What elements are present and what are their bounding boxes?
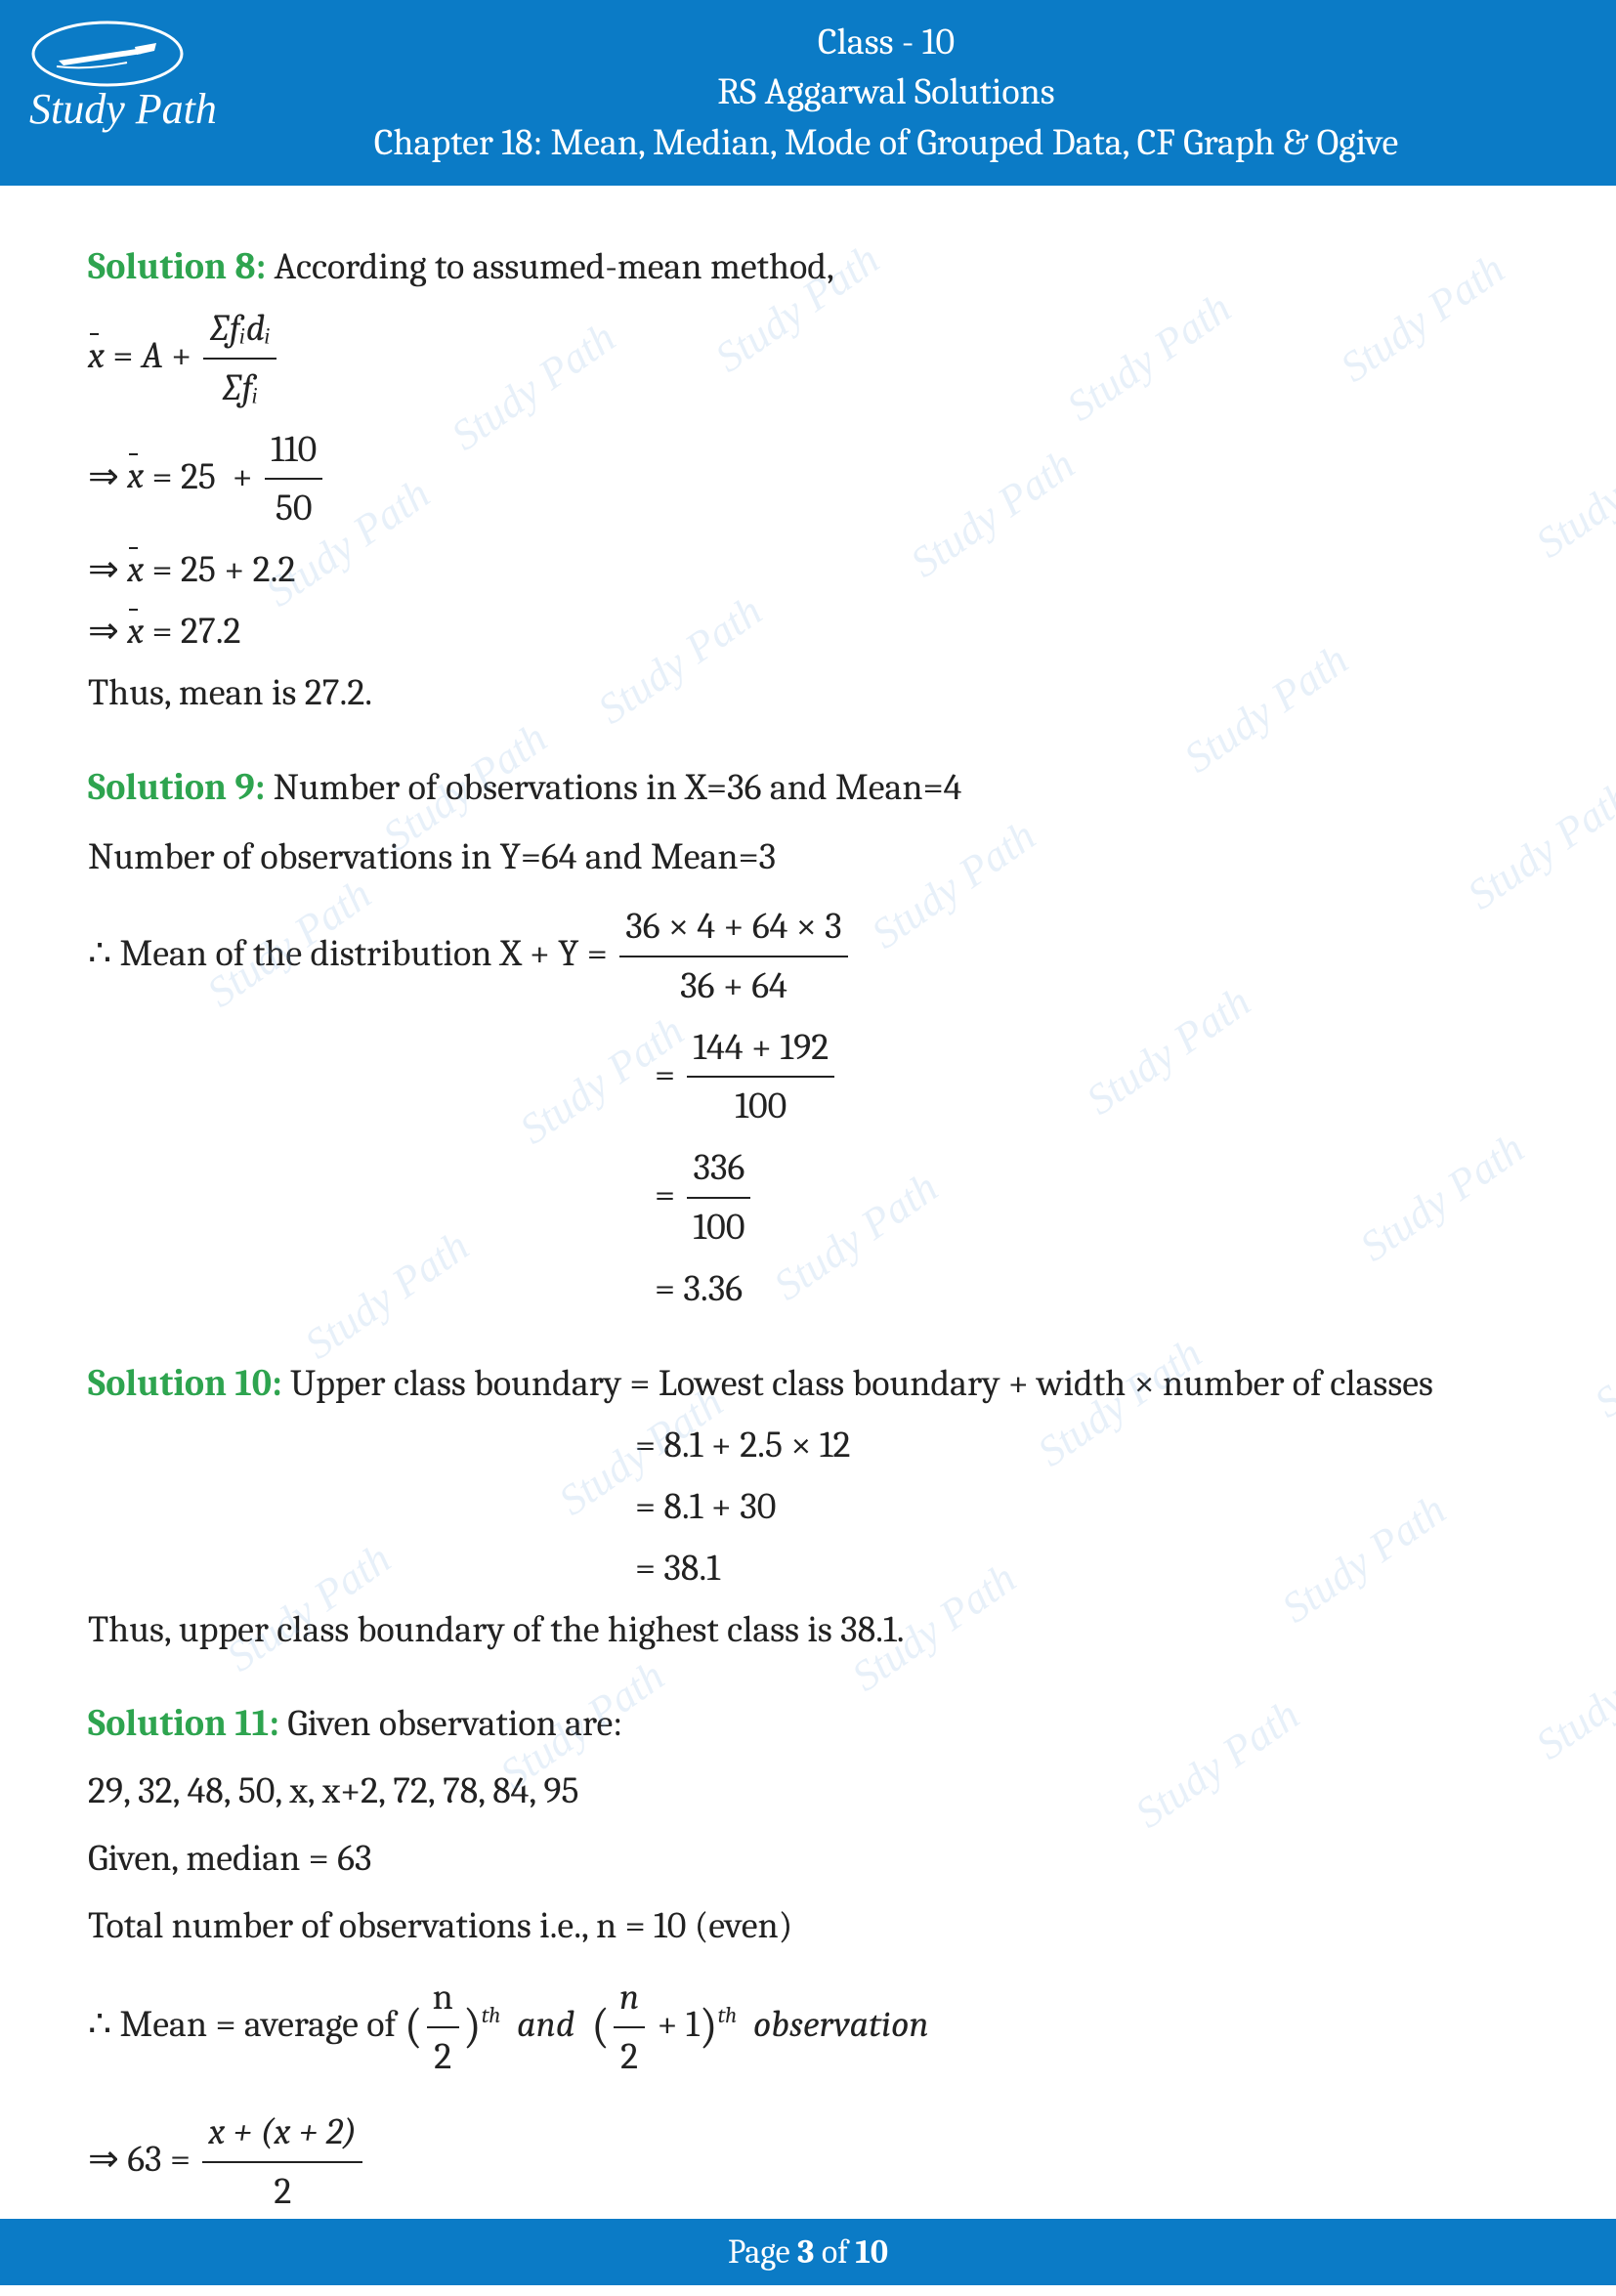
footer-total: 10 (855, 2232, 888, 2272)
frac-den: 100 (687, 1078, 834, 1135)
frac-num: x + (x + 2) (202, 2104, 362, 2163)
equation-line: = 144 + 192100 (88, 1019, 1528, 1136)
content-area: Solution 8: According to assumed-mean me… (0, 186, 1616, 2296)
footer-page-num: 3 (797, 2232, 814, 2272)
header-line1: Class - 10 (195, 18, 1577, 67)
frac-num: ∑fᵢdᵢ (203, 300, 276, 360)
logo: Study Path (29, 20, 217, 138)
equation-line: = 38.1 (88, 1540, 1528, 1597)
conclusion: Thus, upper class boundary of the highes… (88, 1601, 1528, 1659)
frac-den: 50 (265, 480, 322, 537)
mean-formula: ∴ Mean = average of (n2)th and (n2 + 1)t… (88, 1969, 1528, 2086)
frac-num: 110 (265, 421, 322, 481)
val: 25 (181, 454, 216, 497)
frac-den: ∑fᵢ (203, 360, 276, 417)
text-line: Given observation are: (279, 1702, 622, 1745)
text-line: Upper class boundary = Lowest class boun… (282, 1362, 1433, 1405)
plus-one: + 1 (658, 2003, 700, 2046)
text-line: Number of observations in X=36 and Mean=… (265, 766, 961, 809)
solution-intro: According to assumed-mean method, (266, 245, 834, 288)
frac-num: 336 (687, 1139, 750, 1199)
page-header: Study Path Class - 10 RS Aggarwal Soluti… (0, 0, 1616, 186)
solution-10: Solution 10: Upper class boundary = Lowe… (88, 1355, 1528, 1658)
frac-den: 2 (427, 2028, 459, 2086)
page-footer: Page 3 of 10 (0, 2219, 1616, 2285)
var-a: A (142, 334, 163, 377)
lhs: ∴ Mean = average of (88, 2003, 404, 2046)
solution-label: Solution 10: (88, 1362, 282, 1405)
conclusion: Thus, mean is 27.2. (88, 664, 1528, 722)
step-line: ⇒ x = 25 + 2.2 (88, 541, 1528, 599)
frac-den: 36 + 64 (619, 957, 847, 1015)
footer-pre: Page (728, 2232, 797, 2272)
solution-label: Solution 8: (88, 245, 266, 288)
solution-11: Solution 11: Given observation are: 29, … (88, 1695, 1528, 2295)
equation-line: ∴ Mean of the distribution X + Y = 36 × … (88, 898, 1528, 1015)
superscript: th (482, 2002, 501, 2028)
total-line: Total number of observations i.e., n = 1… (88, 1897, 1528, 1955)
solution-9: Solution 9: Number of observations in X=… (88, 759, 1528, 1318)
frac-den: 2 (202, 2163, 362, 2221)
solution-label: Solution 9: (88, 766, 265, 809)
step-line: ⇒ x = 27.2 (88, 603, 1528, 660)
observation-word: observation (753, 2003, 929, 2046)
formula-line: x = A + ∑fᵢdᵢ∑fᵢ (88, 300, 1528, 417)
frac-den: 2 (614, 2028, 645, 2086)
frac-den: 100 (687, 1199, 750, 1256)
solution-8: Solution 8: According to assumed-mean me… (88, 238, 1528, 722)
equation-line: = 8.1 + 2.5 × 12 (88, 1417, 1528, 1474)
and-word: and (517, 2003, 574, 2046)
logo-icon (29, 20, 186, 88)
footer-mid: of (814, 2232, 855, 2272)
solution-label: Solution 11: (88, 1702, 279, 1745)
frac-num: n (427, 1969, 459, 2028)
header-line3: Chapter 18: Mean, Median, Mode of Groupe… (195, 118, 1577, 168)
header-line2: RS Aggarwal Solutions (195, 67, 1577, 117)
text-line: Number of observations in Y=64 and Mean=… (88, 829, 1528, 886)
superscript: th (718, 2002, 738, 2028)
step-line: ⇒ 63 = x + (x + 2)2 (88, 2104, 1528, 2221)
equation-line: = 336100 (88, 1139, 1528, 1256)
observations: 29, 32, 48, 50, x, x+2, 72, 78, 84, 95 (88, 1763, 1528, 1820)
equation-result: = 3.36 (88, 1260, 1528, 1318)
lhs: ∴ Mean of the distribution X + Y = (88, 932, 608, 975)
frac-num: n (614, 1969, 645, 2028)
given-line: Given, median = 63 (88, 1830, 1528, 1888)
frac-num: 36 × 4 + 64 × 3 (619, 898, 847, 957)
frac-num: 144 + 192 (687, 1019, 834, 1079)
step-line: ⇒ x = 25 + 11050 (88, 421, 1528, 538)
logo-text: Study Path (29, 80, 217, 138)
equation-line: = 8.1 + 30 (88, 1478, 1528, 1536)
lhs: ⇒ 63 = (88, 2138, 191, 2181)
